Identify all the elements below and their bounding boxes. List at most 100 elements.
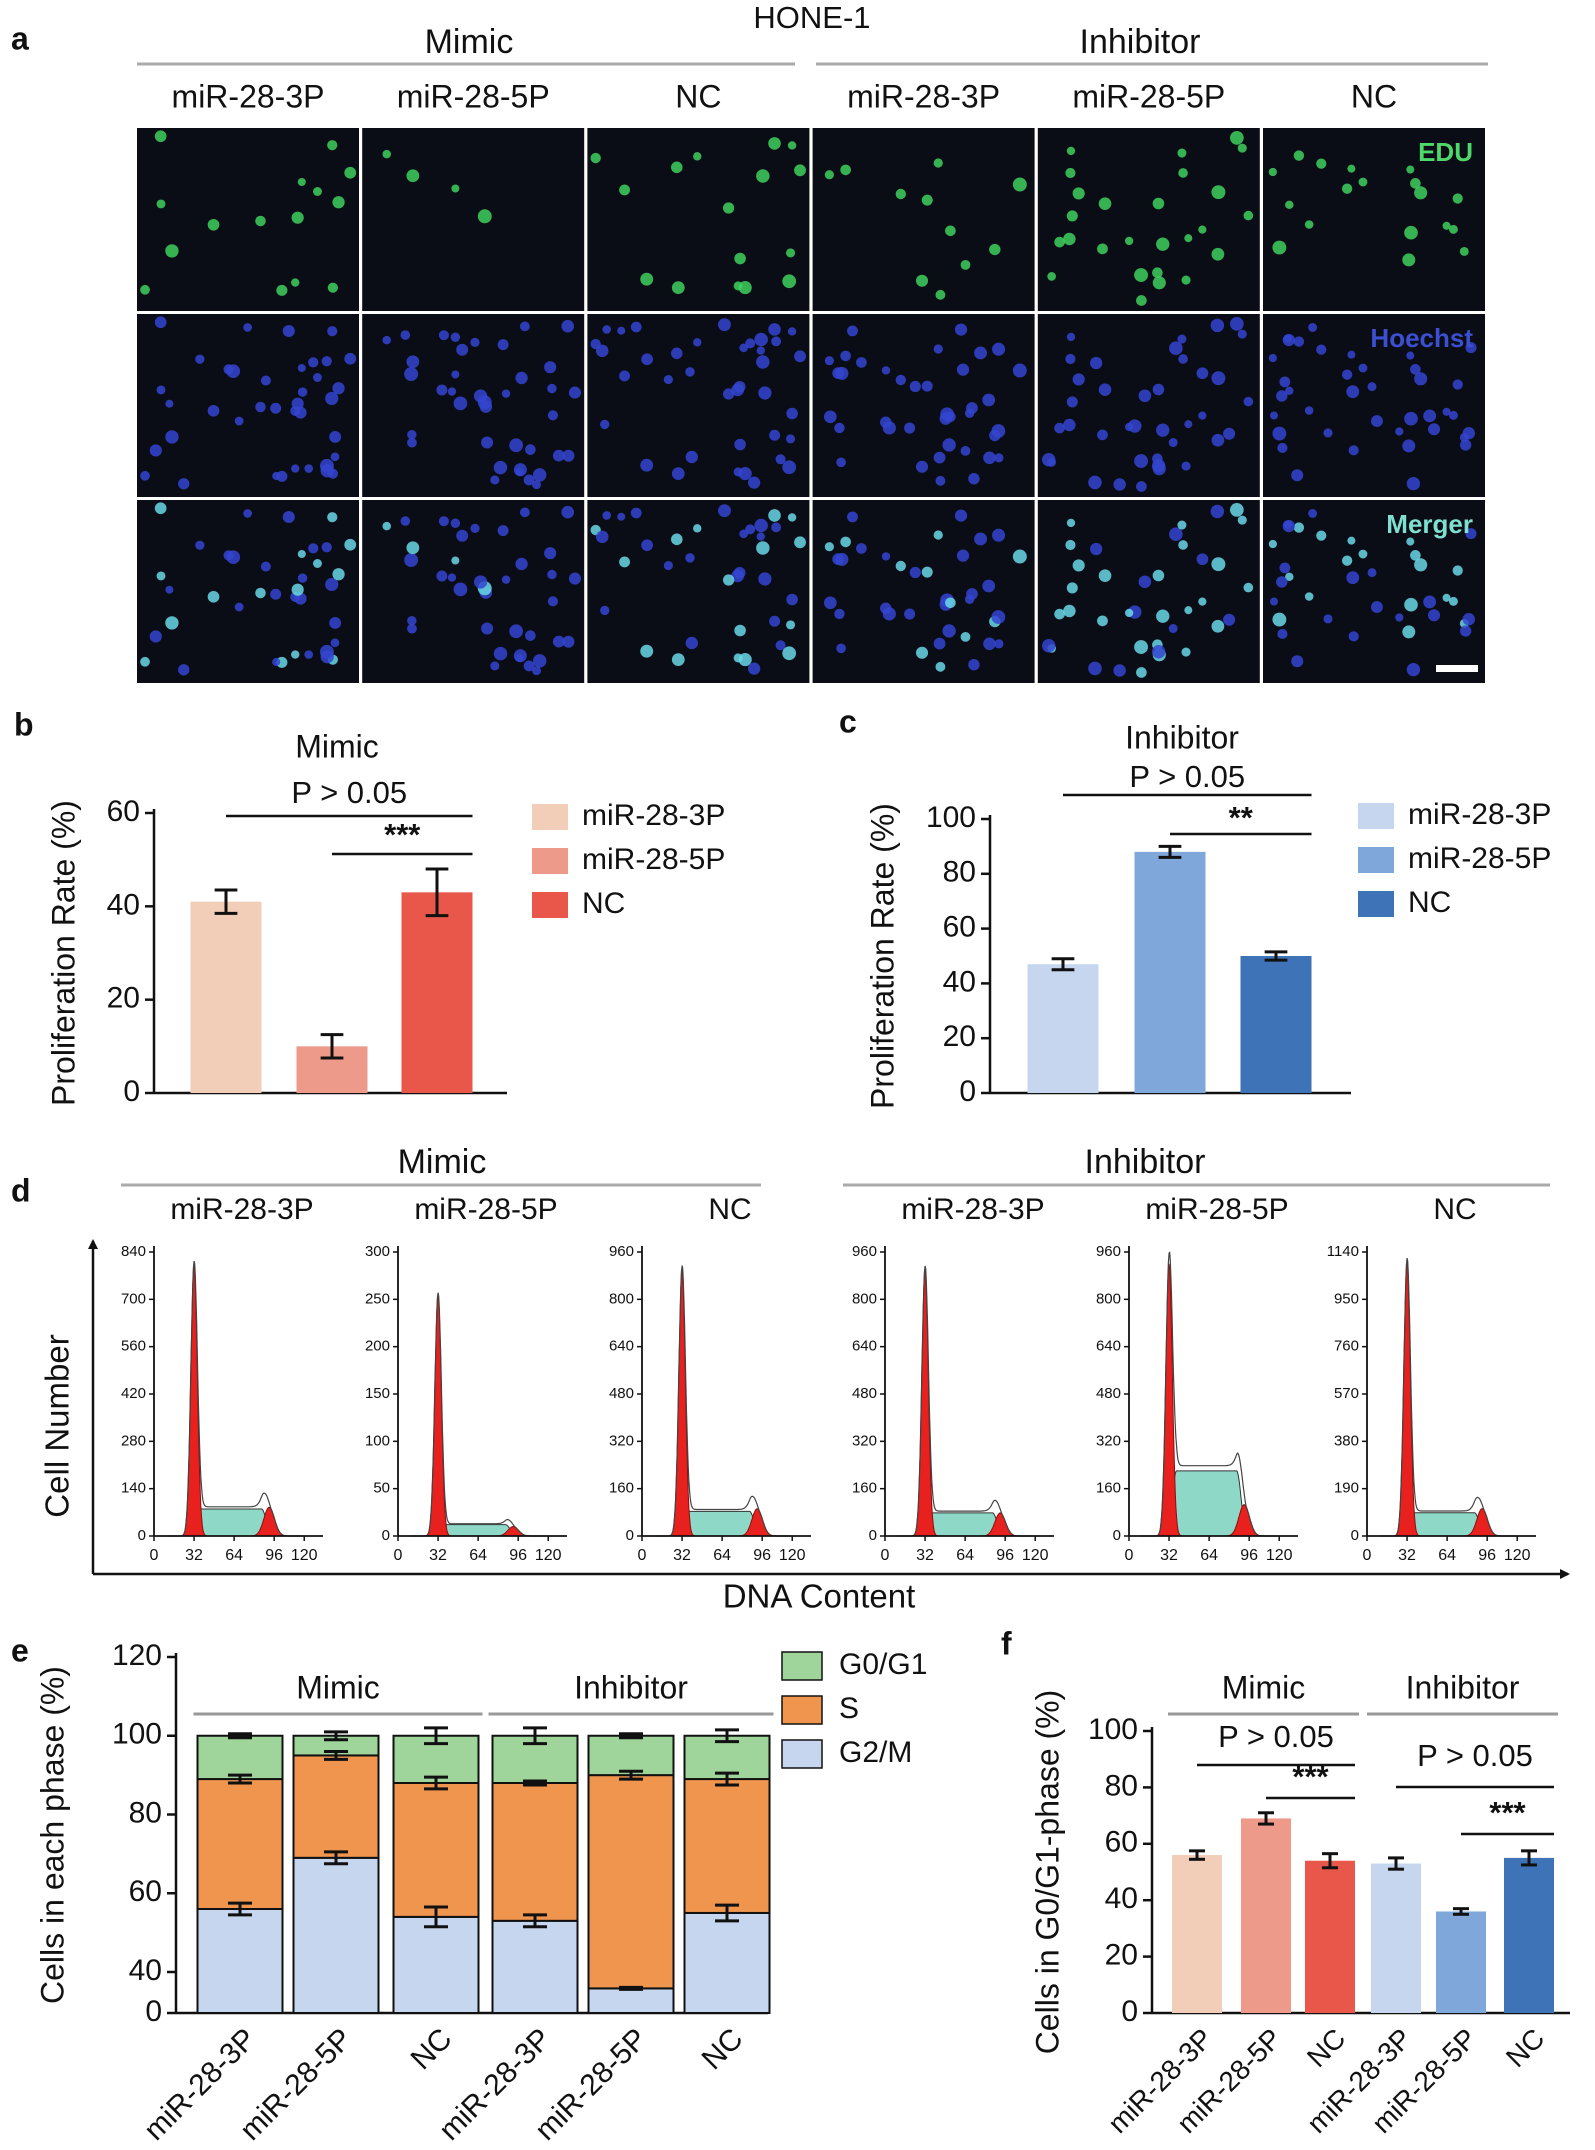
cell-nucleus xyxy=(856,543,867,554)
y-tick-label: 80 xyxy=(943,856,976,889)
x-tick-label: 0 xyxy=(1363,1547,1372,1564)
cell-nucleus xyxy=(1293,150,1305,161)
bar xyxy=(1436,1911,1486,2013)
cell-nucleus xyxy=(1211,371,1226,386)
y-tick-label: 160 xyxy=(609,1480,634,1497)
cell-nucleus xyxy=(140,284,150,295)
cell-nucleus xyxy=(1090,542,1103,556)
cell-nucleus xyxy=(140,470,150,481)
cell-nucleus xyxy=(1442,407,1451,416)
legend-swatch xyxy=(781,1651,823,1681)
cell-nucleus xyxy=(1348,445,1359,456)
error-bar xyxy=(1051,957,1075,972)
cell-nucleus xyxy=(748,662,761,675)
cell-nucleus xyxy=(754,518,768,533)
cell-nucleus xyxy=(1462,613,1475,626)
significance-label: *** xyxy=(1292,1759,1329,1794)
legend-swatch xyxy=(781,1739,823,1769)
cell-nucleus xyxy=(532,666,542,676)
y-tick-label: 140 xyxy=(121,1480,146,1497)
cell-nucleus xyxy=(1410,178,1421,189)
y-tick-label: 50 xyxy=(373,1480,390,1497)
cell-nucleus xyxy=(640,644,654,658)
cell-nucleus xyxy=(1402,625,1416,639)
cell-nucleus xyxy=(671,653,685,667)
cell-nucleus xyxy=(954,509,968,522)
cell-nucleus xyxy=(617,512,626,521)
x-tick-label: 64 xyxy=(1200,1547,1218,1564)
cell-nucleus xyxy=(490,661,500,671)
cell-nucleus xyxy=(882,607,896,621)
x-tick-label: 120 xyxy=(1266,1547,1293,1564)
cell-nucleus xyxy=(1358,363,1368,373)
cell-nucleus xyxy=(933,530,943,540)
cell-nucleus xyxy=(1012,177,1027,192)
cell-nucleus xyxy=(1276,576,1288,588)
cell-nucleus xyxy=(1346,571,1360,585)
x-tick-label: 120 xyxy=(535,1547,562,1564)
figure-title: HONE-1 xyxy=(753,0,870,35)
cell-nucleus xyxy=(291,211,304,224)
cell-nucleus xyxy=(562,635,575,648)
cell-nucleus xyxy=(786,593,798,606)
error-bar xyxy=(619,1769,643,1781)
cell-nucleus xyxy=(921,194,933,206)
cell-nucleus xyxy=(1168,438,1178,448)
panel-letter: f xyxy=(1001,1625,1012,1661)
legend-swatch xyxy=(1358,891,1394,917)
cell-nucleus xyxy=(1442,593,1451,602)
cell-nucleus xyxy=(1211,433,1225,447)
cell-nucleus xyxy=(722,202,735,214)
cell-nucleus xyxy=(640,458,654,472)
cell-nucleus xyxy=(400,330,411,340)
cell-nucleus xyxy=(1448,224,1458,234)
cell-nucleus xyxy=(847,511,858,523)
cell-nucleus xyxy=(1138,389,1152,403)
y-tick-label: 760 xyxy=(1334,1338,1359,1355)
cell-nucleus xyxy=(974,532,988,546)
cell-nucleus xyxy=(515,557,528,571)
significance-label: P > 0.05 xyxy=(1218,1719,1334,1754)
cell-nucleus xyxy=(297,573,308,583)
cell-nucleus xyxy=(693,152,702,161)
cell-nucleus xyxy=(312,187,322,196)
cell-nucleus xyxy=(921,380,933,392)
cell-nucleus xyxy=(438,516,449,527)
cell-nucleus xyxy=(881,366,891,375)
cell-nucleus xyxy=(847,325,858,337)
cell-nucleus xyxy=(447,387,457,396)
cell-nucleus xyxy=(1211,185,1226,200)
cell-nucleus xyxy=(824,356,834,366)
y-tick-label: 0 xyxy=(959,1075,976,1108)
cell-nucleus xyxy=(935,475,946,486)
cell-nucleus xyxy=(404,367,419,382)
cell-nucleus xyxy=(297,387,308,397)
cell-nucleus xyxy=(1198,225,1207,234)
y-axis-label: Cell Number xyxy=(39,1334,76,1517)
cell-nucleus xyxy=(297,177,306,187)
error-bar xyxy=(523,1779,547,1787)
cell-nucleus xyxy=(693,524,702,533)
cell-nucleus xyxy=(1088,475,1102,490)
cell-nucleus xyxy=(451,184,460,193)
cell-nucleus xyxy=(794,350,806,363)
cell-nucleus xyxy=(282,510,295,524)
cell-nucleus xyxy=(404,553,419,568)
cell-nucleus xyxy=(1358,177,1368,187)
group-label: Mimic xyxy=(296,1669,380,1705)
cell-nucleus xyxy=(308,357,319,368)
cell-nucleus xyxy=(1196,367,1209,380)
cell-nucleus xyxy=(321,542,332,553)
cell-nucleus xyxy=(722,574,735,586)
legend-label: S xyxy=(839,1692,859,1725)
cell-nucleus xyxy=(1304,592,1314,601)
cell-nucleus xyxy=(1395,613,1404,622)
error-bar xyxy=(324,1730,348,1742)
cell-nucleus xyxy=(1459,247,1469,256)
cell-nucleus xyxy=(497,339,509,351)
cell-nucleus xyxy=(344,352,357,365)
cell-nucleus xyxy=(1243,396,1254,407)
cell-nucleus xyxy=(255,215,266,227)
cell-nucleus xyxy=(330,452,340,462)
panel-letter: a xyxy=(11,20,29,56)
